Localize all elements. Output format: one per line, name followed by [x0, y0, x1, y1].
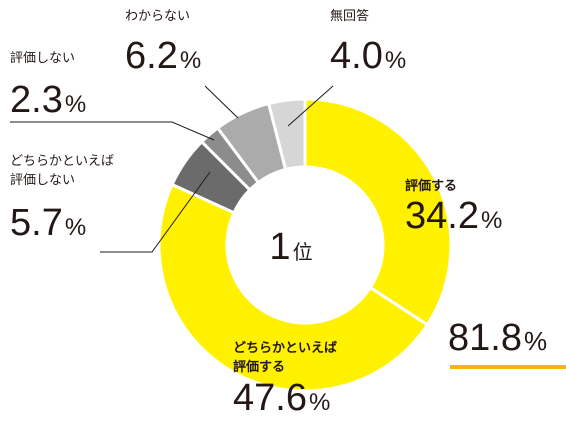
donut-segment [303, 97, 453, 327]
value-label: 34.2% [405, 195, 502, 237]
value-label: 47.6% [233, 377, 330, 419]
category-label: 評価する [405, 178, 457, 194]
category-label: どちらかといえば評価する [233, 341, 337, 375]
value-label: 4.0% [330, 35, 406, 77]
leader-line [204, 85, 239, 119]
value-label: 5.7% [10, 202, 86, 244]
leader-line [10, 121, 215, 141]
value-label: 2.3% [10, 79, 86, 121]
value-label: 6.2% [125, 35, 201, 77]
category-label: どちらかといえば評価しない [10, 154, 114, 188]
leader-line [100, 171, 211, 253]
donut-segment [266, 97, 307, 172]
leader-line [287, 85, 334, 127]
category-label: わからない [125, 9, 190, 24]
category-label: 評価しない [10, 51, 75, 66]
category-label: 無回答 [330, 8, 369, 24]
value-label: 81.8% [448, 317, 547, 359]
donut-segment [157, 182, 430, 393]
